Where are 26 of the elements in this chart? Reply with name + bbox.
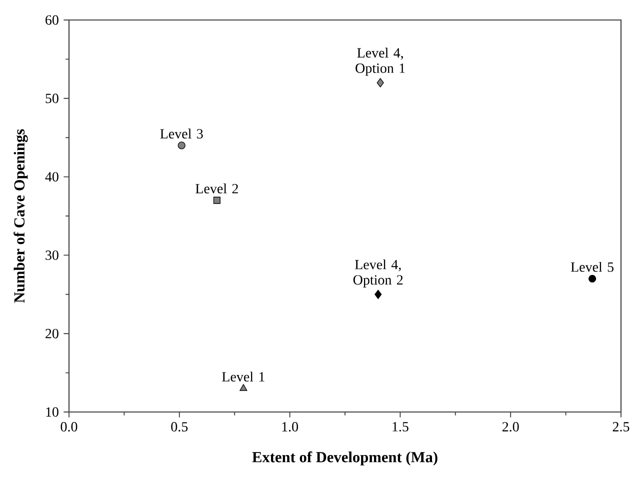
point bbox=[374, 290, 382, 299]
series-label: Level 2 bbox=[196, 184, 238, 194]
series-label: Level 3 bbox=[160, 128, 203, 139]
x-axis-title: Extent of Development (Ma) bbox=[252, 451, 438, 466]
point bbox=[178, 142, 186, 150]
x-tick-label: 1.5 bbox=[392, 422, 408, 432]
y-tick-label: 50 bbox=[46, 94, 58, 104]
series-label: Level 4, Option 2 bbox=[353, 259, 403, 288]
y-tick-label: 20 bbox=[46, 328, 58, 338]
y-tick-label: 10 bbox=[46, 407, 58, 417]
series-label: Level 1 bbox=[222, 372, 264, 382]
y-tick-label: 30 bbox=[46, 250, 58, 260]
point bbox=[588, 274, 596, 283]
x-tick-label: 2.5 bbox=[612, 422, 630, 432]
x-tick-label: 2.0 bbox=[502, 422, 519, 432]
y-tick-label: 40 bbox=[45, 172, 58, 182]
x-tick-label: 1.0 bbox=[282, 422, 298, 432]
x-tick-label: 0.5 bbox=[171, 422, 188, 432]
point bbox=[240, 384, 248, 391]
y-tick-label: 60 bbox=[46, 15, 58, 25]
series-label: Level 5 bbox=[570, 262, 614, 272]
point bbox=[213, 196, 220, 204]
series-label: Level 4, Option 1 bbox=[356, 48, 405, 76]
point bbox=[376, 78, 384, 88]
x-tick-label: 0.0 bbox=[60, 422, 78, 432]
y-axis-title: Number of Cave Openings bbox=[14, 129, 28, 303]
